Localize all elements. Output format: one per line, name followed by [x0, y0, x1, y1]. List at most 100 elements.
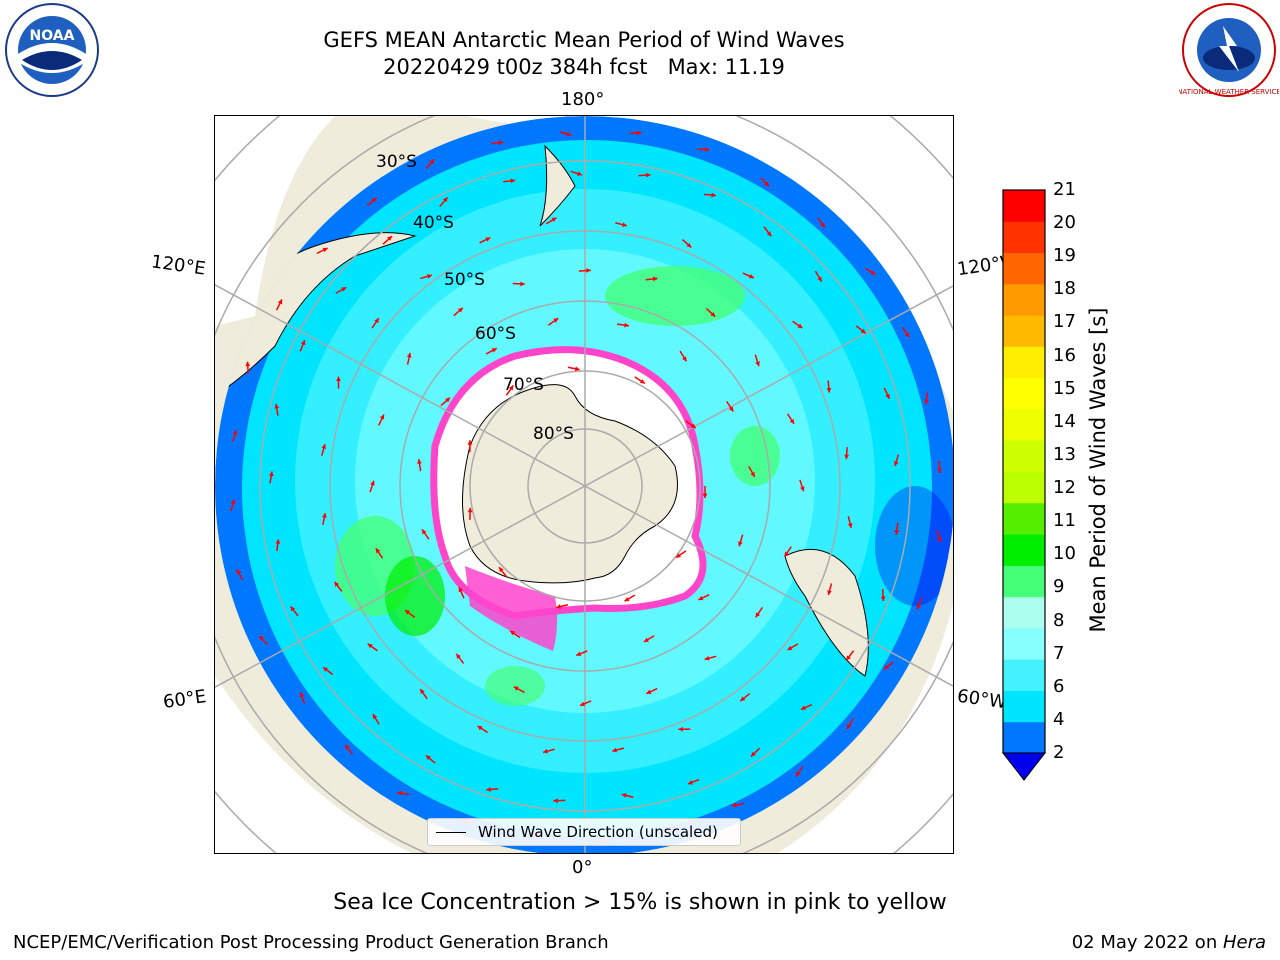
wave-arrow-head [847, 723, 852, 729]
wave-arrow-head [372, 714, 378, 720]
colorbar-band [1003, 190, 1045, 222]
wave-arrow-head [491, 348, 497, 353]
wave-arrow-head [321, 444, 327, 450]
wave-arrow-head [499, 567, 504, 573]
wave-arrow-head [860, 328, 866, 334]
credit-line: NCEP/EMC/Verification Post Processing Pr… [13, 932, 609, 953]
colorbar-tick-label: 8 [1053, 609, 1065, 631]
wave-arrow-head [467, 440, 473, 445]
wave-arrow-head [784, 551, 789, 557]
wave-arrow-head [334, 581, 340, 587]
wave-arrow-head [367, 643, 373, 649]
wave-arrow-head [543, 748, 548, 754]
wave-arrow-head [417, 459, 422, 464]
wave-arrow-head [702, 493, 708, 498]
colorbar-band [1003, 471, 1045, 504]
wave-arrow-head [750, 751, 756, 757]
wave-arrow-head [682, 356, 687, 362]
lon-label-0: 0° [572, 857, 593, 878]
colorbar-tick-label: 10 [1053, 543, 1076, 565]
wave-arrow-head [375, 548, 381, 554]
wave-arrow-head [510, 630, 516, 636]
colorbar-tick-label: 20 [1053, 212, 1076, 234]
wind-wave-arrows [230, 130, 942, 844]
map-panel [214, 115, 954, 854]
wave-arrow-head [275, 539, 281, 544]
colorbar-tick-label: 6 [1053, 675, 1065, 697]
wave-arrow-head [374, 318, 379, 324]
colorbar-tick-label: 17 [1053, 311, 1076, 333]
wave-arrow-head [880, 596, 886, 602]
ocean-upper-right [465, 116, 953, 412]
land-new-zealand [539, 144, 576, 227]
wave-arrow-head [336, 376, 341, 382]
wave-arrow-head [846, 655, 851, 661]
wave-arrow-head [817, 276, 822, 282]
wave-arrow-head [230, 499, 236, 505]
nws-logo: NATIONAL WEATHER SERVICE [1179, 3, 1279, 97]
colorbar-band [1003, 534, 1045, 566]
colorbar [1001, 189, 1047, 781]
wave-arrow-head [485, 237, 491, 242]
wave-arrow-head [553, 318, 559, 323]
wave-arrow-head [553, 798, 558, 804]
ocean-upper-left [215, 116, 335, 326]
wave-arrow-head [300, 340, 306, 346]
wave-arrow-head [731, 802, 737, 808]
wave-arrow-head [245, 361, 251, 367]
wave-arrow-head [576, 651, 582, 657]
wave-arrow-head [420, 689, 425, 694]
wave-arrow-head [678, 726, 683, 732]
ocean-lower-left [215, 676, 412, 853]
wave-arrow-head [787, 645, 793, 651]
wave-arrow-head [429, 159, 435, 165]
wave-arrow-head [676, 553, 682, 558]
colorbar-tick-label: 11 [1053, 510, 1076, 532]
colorbar-band [1003, 315, 1045, 347]
wave-arrow-head [639, 379, 645, 384]
wave-arrow-head [916, 604, 921, 610]
legend-label: Wind Wave Direction (unscaled) [478, 823, 718, 841]
wave-arrow-head [748, 273, 754, 279]
wave-arrow-head [345, 744, 350, 750]
wave-arrow-head [577, 171, 583, 176]
colorbar-tick-label: 21 [1053, 179, 1076, 200]
wave-arrow-head [442, 197, 448, 203]
wave-arrow-head [445, 397, 450, 403]
colorbar-band [1003, 721, 1045, 754]
deep-blue-patch [875, 486, 953, 606]
wave-arrow-head [894, 529, 900, 535]
wave-arrow-head [232, 430, 238, 435]
wave-arrow-head [406, 352, 412, 358]
wave-arrow-head [621, 793, 627, 798]
colorbar-band [1003, 502, 1045, 535]
lon-label-120e: 120°E [149, 251, 207, 280]
wave-arrow-head [299, 692, 305, 698]
wave-arrow-head [277, 299, 283, 305]
ocean-lower-right [778, 603, 953, 853]
colorbar-tick-label: 19 [1053, 245, 1076, 267]
wave-arrow-head [643, 637, 649, 642]
wave-arrow-head [405, 610, 410, 615]
date-stamp: 02 May 2022 on Hera [1072, 932, 1266, 953]
colorbar-under-triangle [1001, 752, 1047, 781]
lat-label-70s: 70°S [503, 375, 544, 395]
wave-arrow-head [379, 414, 385, 420]
wave-arrow-head [513, 686, 519, 691]
wave-arrow-head [646, 172, 651, 178]
noaa-logo-text: NOAA [30, 28, 75, 44]
sea-ice-ross [465, 566, 558, 651]
wave-arrow-head [740, 696, 746, 702]
wave-arrow-head [827, 590, 832, 596]
wave-arrow-head [458, 587, 463, 593]
wave-arrow-head [551, 217, 557, 223]
wave-arrow-head [486, 787, 491, 792]
wave-arrow-head [885, 393, 890, 399]
wave-arrow-head [520, 281, 525, 287]
wave-arrow-head [322, 247, 328, 253]
colorbar-tick-label: 4 [1053, 708, 1065, 730]
colorbar-title: Mean Period of Wind Waves [s] [1086, 307, 1110, 633]
wave-arrow-head [510, 178, 516, 184]
wave-arrow-head [698, 595, 704, 601]
colorbar-band [1003, 283, 1045, 316]
